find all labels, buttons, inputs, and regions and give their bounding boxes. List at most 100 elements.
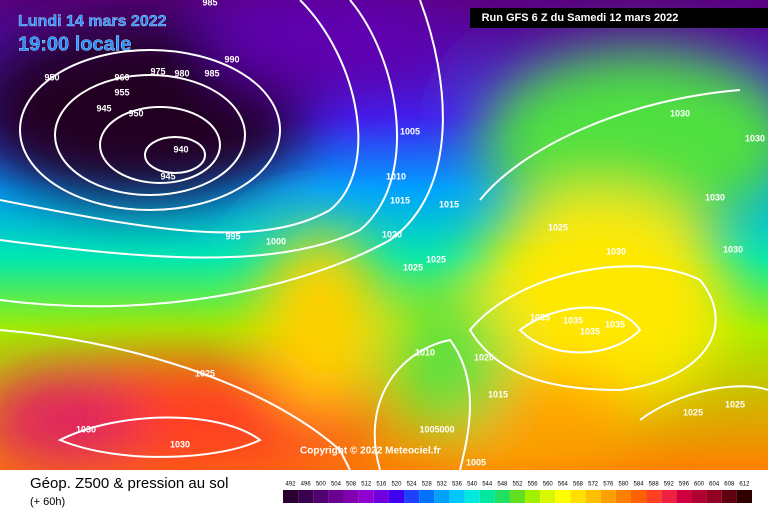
scale-label: 496 [301, 482, 312, 488]
scale-cell [509, 490, 526, 503]
scale-label: 504 [331, 482, 342, 488]
scale-label: 552 [512, 482, 523, 488]
isobar-label: 1025 [683, 407, 703, 417]
isobar-label: 990 [224, 54, 239, 64]
scale-label: 532 [437, 482, 448, 488]
scale-label: 612 [739, 482, 750, 488]
scale-cell [630, 490, 647, 503]
scale-cell [313, 490, 329, 503]
scale-cell [434, 490, 450, 503]
isobar-label: 1015 [390, 195, 410, 205]
scale-cell [283, 490, 299, 503]
time: 19:00 locale [18, 33, 131, 55]
date: Lundi 14 mars 2022 [18, 13, 167, 30]
scale-label: 512 [361, 482, 372, 488]
scale-cell [585, 490, 601, 503]
scale-label: 576 [603, 482, 614, 488]
scale-cell [676, 490, 692, 503]
scale-cell [615, 490, 631, 503]
scale-cell [358, 490, 374, 503]
scale-cell [691, 490, 707, 503]
scale-label: 604 [709, 482, 720, 488]
scale-label: 560 [543, 482, 554, 488]
run-info: Run GFS 6 Z du Samedi 12 mars 2022 [482, 12, 679, 24]
legend-subtitle: (+ 60h) [30, 496, 65, 508]
isobar-label: 1035 [563, 315, 583, 325]
scale-cell [736, 490, 752, 503]
scale-label: 564 [558, 482, 569, 488]
scale-cell [646, 490, 662, 503]
isobar-label: 1000 [266, 236, 286, 246]
isobar-label: 945 [96, 103, 111, 113]
scale-label: 592 [664, 482, 675, 488]
scale-cell [298, 490, 314, 503]
scale-label: 524 [407, 482, 418, 488]
scale-cell [661, 490, 677, 503]
scale-label: 492 [286, 482, 297, 488]
scale-cell [449, 490, 465, 503]
scale-cell [404, 490, 420, 503]
isobar-label: 975 [150, 66, 165, 76]
isobar-label: 1030 [76, 424, 96, 434]
isobar-label: 1025 [195, 368, 215, 378]
scale-label: 548 [497, 482, 508, 488]
isobar-label: 960 [114, 72, 129, 82]
isobar-label: 1005 [400, 126, 420, 136]
isobar-label: 1025 [426, 254, 446, 264]
isobar-label: 1010 [386, 171, 406, 181]
isobar-label: 1020 [474, 352, 494, 362]
scale-cell [343, 490, 359, 503]
scale-cell [706, 490, 722, 503]
scale-label: 540 [467, 482, 478, 488]
isobar-label: 985 [204, 68, 219, 78]
scale-cell [388, 490, 405, 503]
isobar-label: 1020 [382, 229, 402, 239]
isobar-label: 1030 [705, 192, 725, 202]
isobar-label: 1025 [403, 262, 423, 272]
isobar-label: 980 [174, 68, 189, 78]
isobar-label: 1035 [605, 319, 625, 329]
copyright: Copyright © 2022 Meteociel.fr [300, 446, 441, 457]
scale-label: 572 [588, 482, 599, 488]
scale-cell [419, 490, 435, 503]
scale-cell [328, 490, 344, 503]
isobar-label: 940 [173, 144, 188, 154]
isobar-label: 1025 [725, 399, 745, 409]
isobar-label: 1015 [439, 199, 459, 209]
isobar-label: 1035 [580, 326, 600, 336]
scale-cell [373, 490, 389, 503]
isobar-label: 1030 [670, 108, 690, 118]
isobar-label: 1030 [723, 244, 743, 254]
isobar-label: 945 [160, 171, 175, 181]
scale-label: 588 [649, 482, 660, 488]
isobar-label: 950 [44, 72, 59, 82]
scale-cell [555, 490, 571, 503]
scale-label: 556 [528, 482, 539, 488]
scale-cell [721, 490, 737, 503]
isobar-label: 1015 [488, 389, 508, 399]
scale-cell [540, 490, 556, 503]
isobar-label: 1005 [466, 457, 486, 467]
scale-label: 520 [391, 482, 402, 488]
legend-title: Géop. Z500 & pression au sol [30, 475, 228, 492]
scale-label: 536 [452, 482, 463, 488]
scale-label: 584 [634, 482, 645, 488]
scale-label: 516 [376, 482, 387, 488]
scale-label: 580 [618, 482, 629, 488]
isobar-label: 1030 [170, 439, 190, 449]
scale-label: 568 [573, 482, 584, 488]
scale-label: 608 [724, 482, 735, 488]
isobar-label: 1010 [415, 347, 435, 357]
isobar-label: 1005000 [419, 424, 454, 434]
scale-label: 600 [694, 482, 705, 488]
scale-cell [479, 490, 495, 503]
isobar-label: 1035 [530, 312, 550, 322]
isobar-label: 985 [202, 0, 217, 7]
run-box [470, 8, 768, 28]
scale-label: 544 [482, 482, 493, 488]
isobar-label: 955 [114, 87, 129, 97]
isobar-label: 950 [128, 108, 143, 118]
scale-cell [570, 490, 586, 503]
isobars [0, 0, 768, 470]
